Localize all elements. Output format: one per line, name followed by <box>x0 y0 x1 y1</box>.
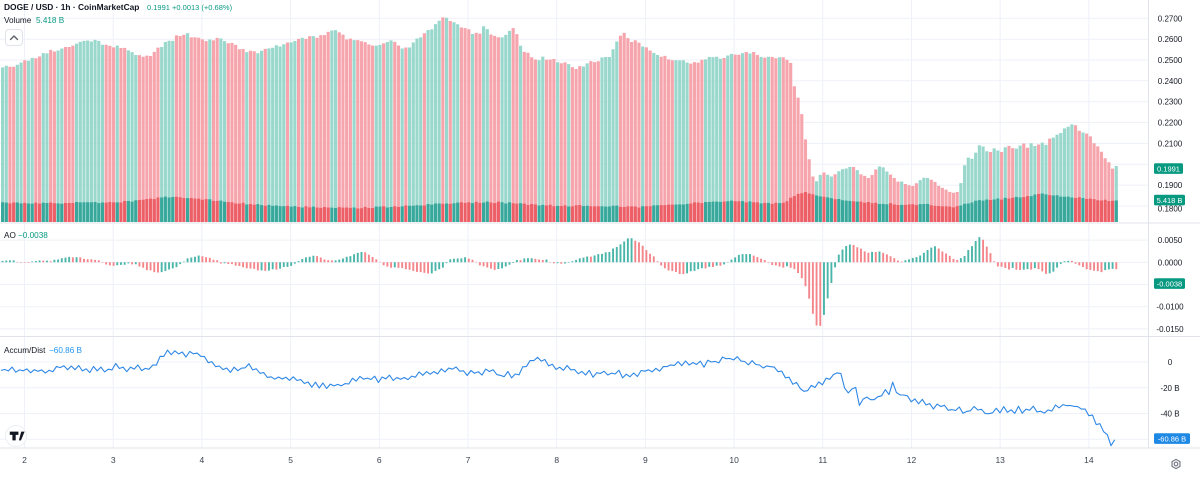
svg-text:-0.0100: -0.0100 <box>1156 303 1184 312</box>
svg-text:4: 4 <box>200 455 205 465</box>
svg-text:−0.0038: −0.0038 <box>18 231 48 240</box>
svg-text:13: 13 <box>995 455 1005 465</box>
svg-text:0.2700: 0.2700 <box>1158 14 1183 23</box>
svg-text:-20 B: -20 B <box>1160 384 1179 393</box>
svg-text:5: 5 <box>288 455 293 465</box>
svg-text:8: 8 <box>554 455 559 465</box>
svg-text:11: 11 <box>818 455 827 465</box>
svg-text:0.2300: 0.2300 <box>1158 98 1183 107</box>
svg-text:5.418 B: 5.418 B <box>36 16 65 25</box>
svg-text:9: 9 <box>643 455 648 465</box>
svg-text:0.2100: 0.2100 <box>1158 139 1183 148</box>
svg-text:-40 B: -40 B <box>1160 410 1179 419</box>
svg-text:0.2600: 0.2600 <box>1158 35 1183 44</box>
svg-text:0.0050: 0.0050 <box>1158 236 1183 245</box>
svg-text:Volume: Volume <box>4 16 32 25</box>
svg-text:DOGE / USD · 1h · CoinMarketCa: DOGE / USD · 1h · CoinMarketCap <box>4 2 139 12</box>
svg-text:7: 7 <box>466 455 471 465</box>
svg-text:-0.0150: -0.0150 <box>1156 325 1184 334</box>
svg-text:0: 0 <box>1168 358 1173 367</box>
svg-text:-0.0038: -0.0038 <box>1157 279 1182 288</box>
svg-text:14: 14 <box>1084 455 1094 465</box>
svg-text:5.418 B: 5.418 B <box>1157 196 1183 205</box>
svg-text:Accum/Dist: Accum/Dist <box>4 346 46 355</box>
svg-text:0.2200: 0.2200 <box>1158 119 1183 128</box>
svg-text:0.1900: 0.1900 <box>1158 181 1183 190</box>
svg-text:10: 10 <box>729 455 739 465</box>
svg-text:0.1991: 0.1991 <box>1157 164 1180 173</box>
svg-text:−60.86 B: −60.86 B <box>49 346 83 355</box>
svg-text:0.1991 +0.0013 (+0.68%): 0.1991 +0.0013 (+0.68%) <box>147 3 233 12</box>
svg-text:6: 6 <box>377 455 382 465</box>
svg-text:2: 2 <box>22 455 27 465</box>
svg-text:AO: AO <box>4 231 16 240</box>
svg-text:0.1800: 0.1800 <box>1158 205 1183 214</box>
svg-text:0.2500: 0.2500 <box>1158 56 1183 65</box>
svg-text:0.0000: 0.0000 <box>1158 258 1183 267</box>
svg-text:12: 12 <box>907 455 917 465</box>
svg-text:3: 3 <box>111 455 116 465</box>
svg-text:0.2400: 0.2400 <box>1158 77 1183 86</box>
svg-text:-60.86 B: -60.86 B <box>1158 434 1186 443</box>
